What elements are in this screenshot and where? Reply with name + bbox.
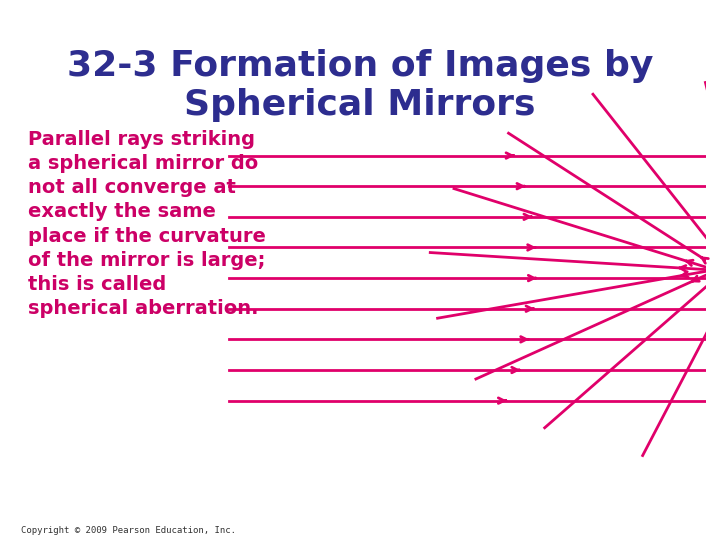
Text: Parallel rays striking
a spherical mirror do
not all converge at
exactly the sam: Parallel rays striking a spherical mirro… [28,130,266,319]
Text: 32-3 Formation of Images by
Spherical Mirrors: 32-3 Formation of Images by Spherical Mi… [67,49,653,122]
Text: Copyright © 2009 Pearson Education, Inc.: Copyright © 2009 Pearson Education, Inc. [21,525,236,535]
